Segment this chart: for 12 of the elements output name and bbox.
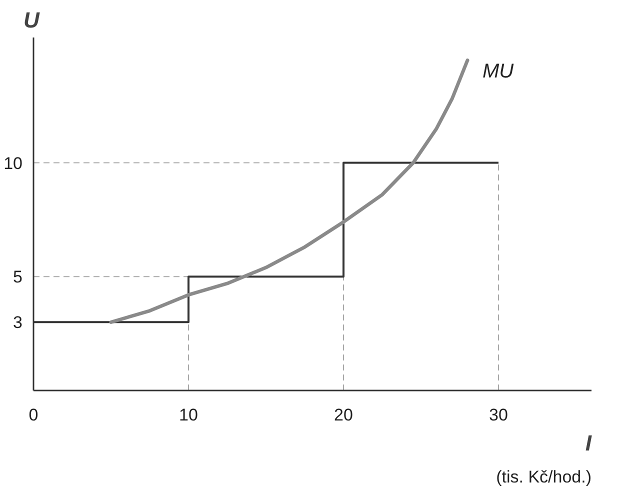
x-tick-label: 20 bbox=[334, 406, 353, 424]
y-tick-label: 10 bbox=[4, 154, 23, 173]
text: (tis. Kč/hod.) bbox=[496, 468, 592, 486]
x-tick-label: 0 bbox=[28, 406, 38, 424]
y-axis-title: U bbox=[24, 8, 40, 32]
y-tick-label: 5 bbox=[13, 268, 23, 287]
y-tick-label: 3 bbox=[13, 313, 23, 332]
x-axis-title: I bbox=[585, 430, 592, 456]
series-label: MU bbox=[482, 60, 514, 82]
x-tick-label: 30 bbox=[489, 406, 508, 424]
line-series bbox=[109, 58, 470, 324]
x-tick-label: 10 bbox=[179, 406, 198, 424]
